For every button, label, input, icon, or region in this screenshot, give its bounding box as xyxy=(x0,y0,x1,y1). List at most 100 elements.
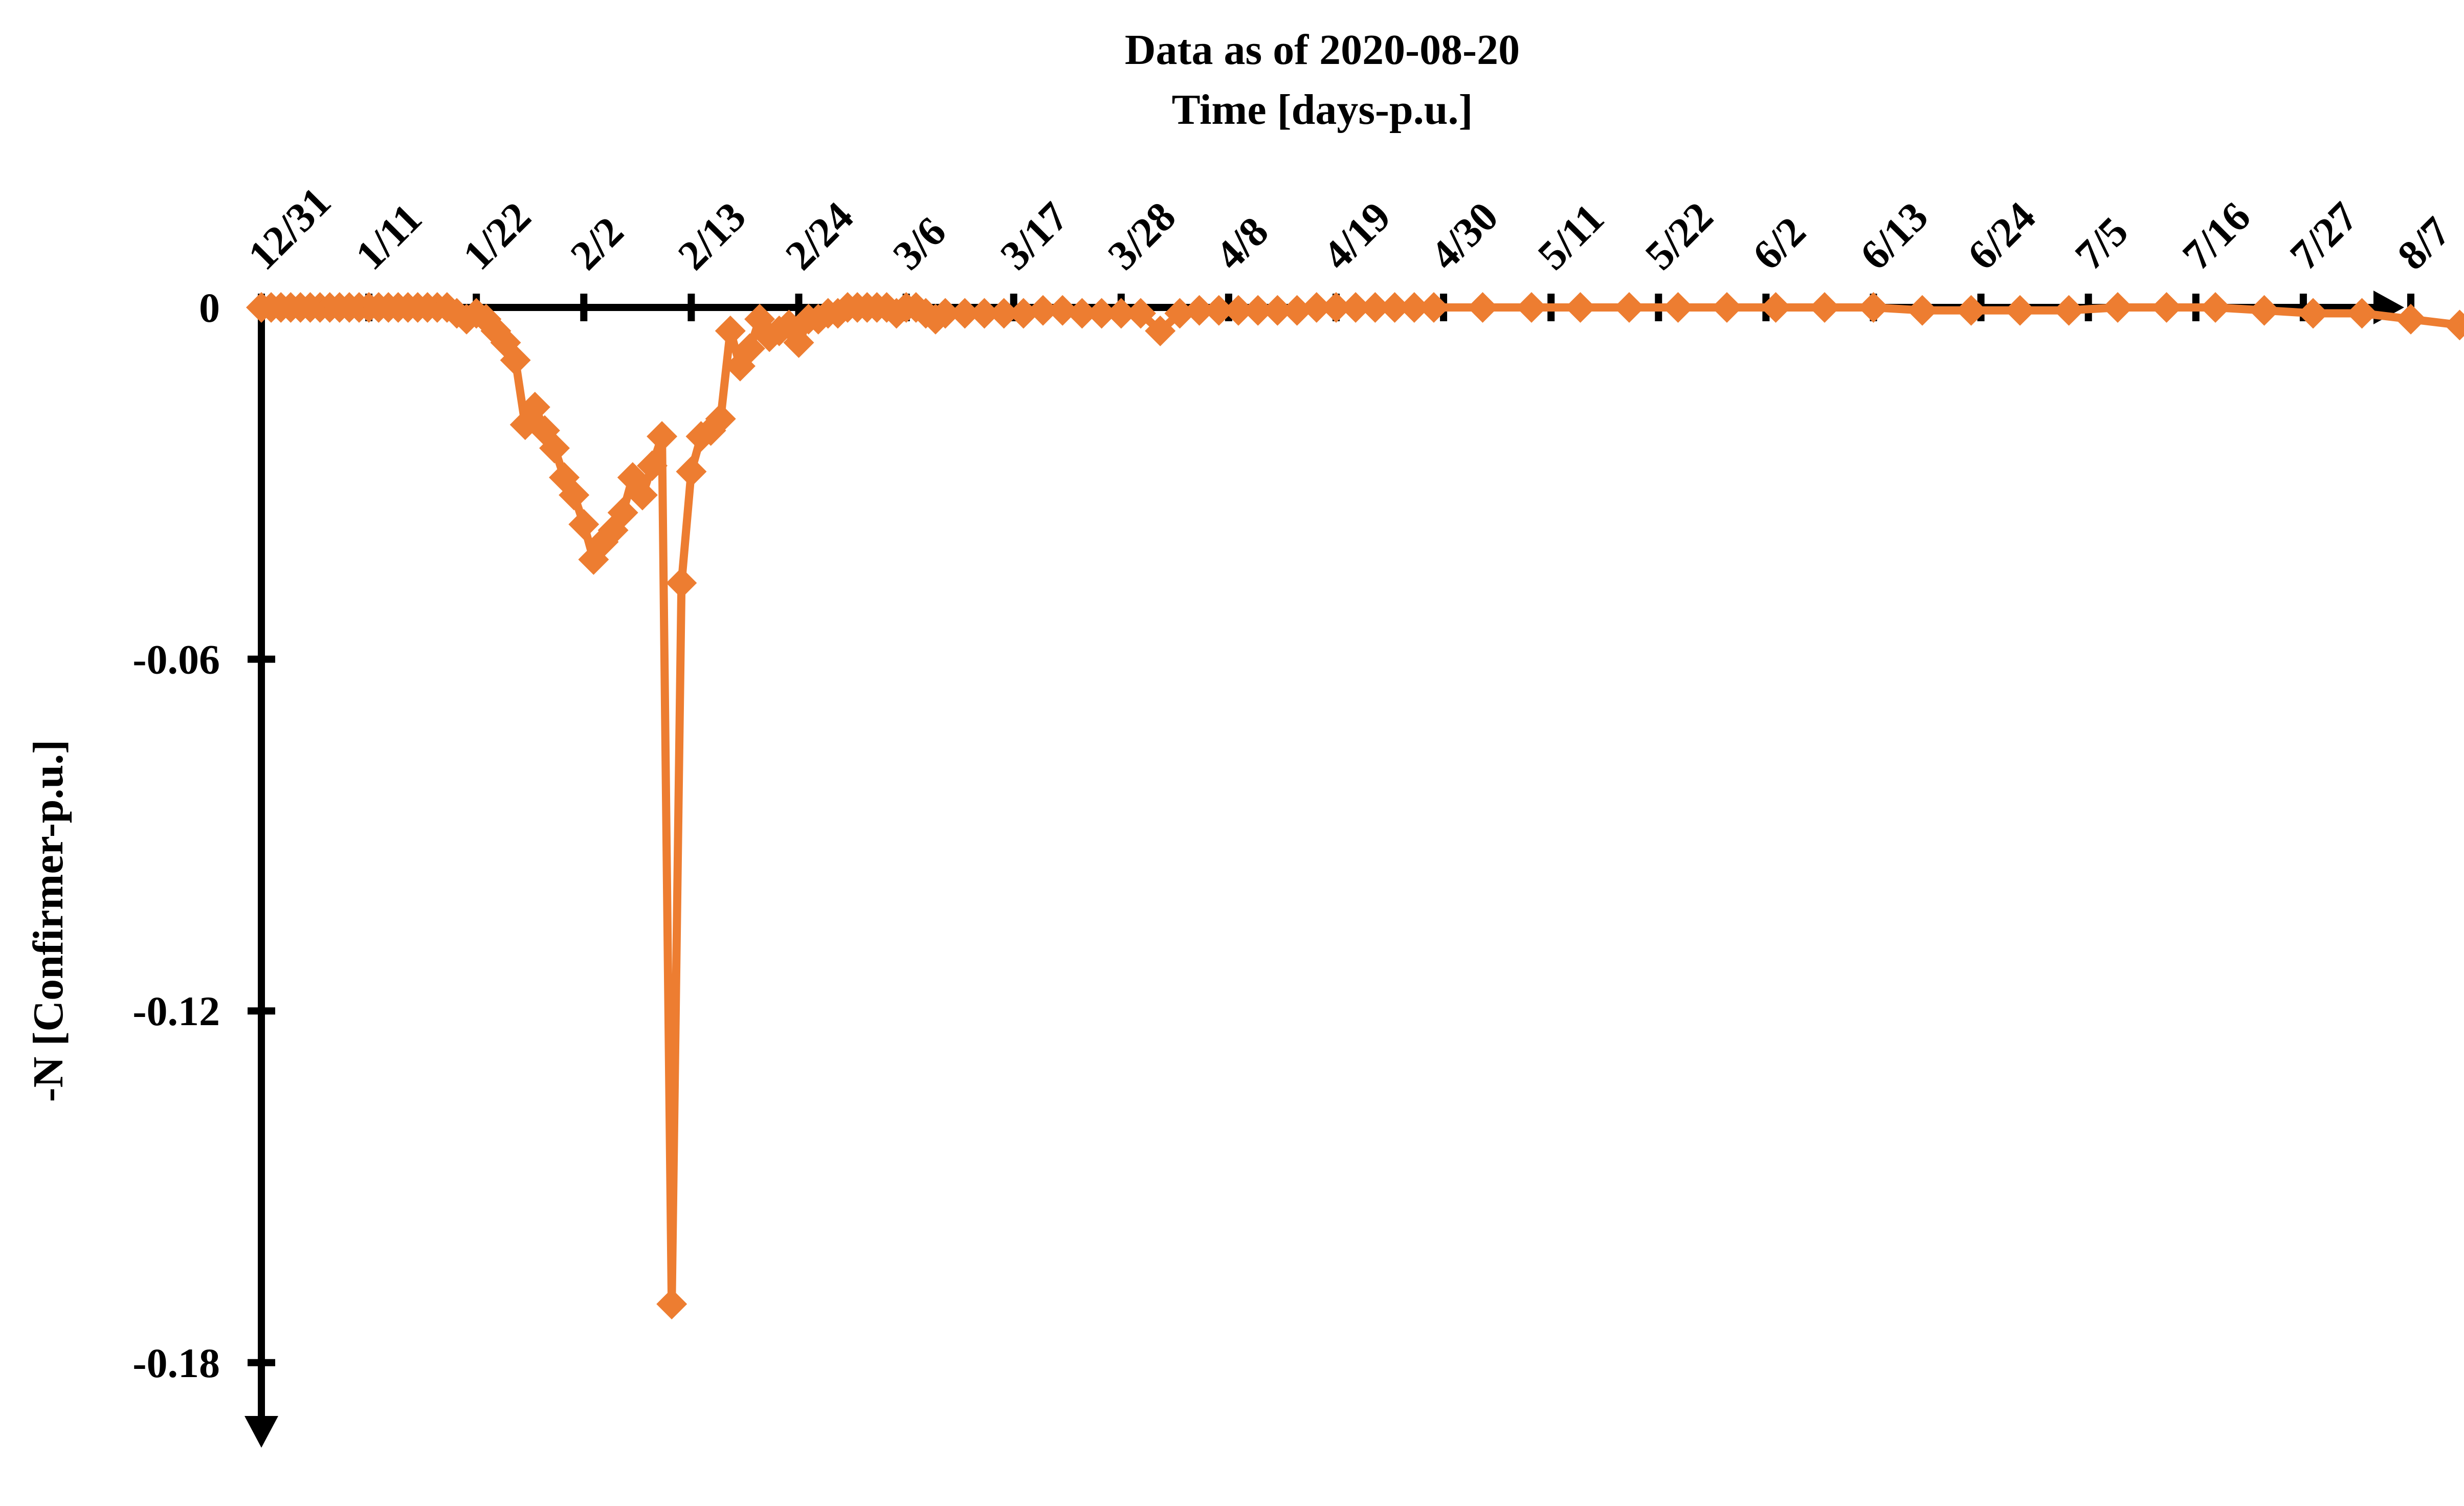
axes xyxy=(245,291,2404,1448)
data-point xyxy=(500,345,531,376)
x-tick-label: 6/2 xyxy=(1744,208,1814,278)
data-point xyxy=(1125,298,1156,329)
data-point xyxy=(1321,292,1351,323)
data-point xyxy=(1907,295,1938,326)
x-tick-label: 3/6 xyxy=(884,208,954,278)
data-point xyxy=(1047,295,1078,326)
data-point xyxy=(1184,295,1215,326)
x-tick-label: 1/11 xyxy=(346,194,430,278)
data-point xyxy=(715,315,746,346)
x-tick-label: 4/19 xyxy=(1314,193,1399,278)
data-point xyxy=(1301,292,1332,323)
data-point xyxy=(949,298,981,329)
x-tick-label: 5/22 xyxy=(1636,193,1722,278)
data-point xyxy=(1164,298,1195,329)
y-ticks xyxy=(248,655,275,1366)
x-tick-label: 3/17 xyxy=(991,193,1077,278)
y-axis-arrow xyxy=(245,1416,278,1448)
data-point xyxy=(1281,295,1313,326)
data-point xyxy=(1662,292,1694,323)
data-point xyxy=(607,497,638,528)
x-tick-label: 3/28 xyxy=(1099,193,1184,278)
data-point xyxy=(1105,298,1137,329)
data-point xyxy=(1399,292,1430,323)
x-tick-label: 6/24 xyxy=(1959,193,2044,278)
series-layer xyxy=(246,292,2464,1320)
data-point xyxy=(1467,292,1498,323)
x-tick-label: 6/13 xyxy=(1851,193,1937,278)
data-point xyxy=(656,1289,687,1320)
data-point xyxy=(559,479,590,511)
x-tick-label: 7/5 xyxy=(2066,208,2137,278)
data-point xyxy=(1418,292,1449,323)
y-tick-label: -0.12 xyxy=(132,988,220,1034)
x-tick-label: 2/24 xyxy=(776,193,862,278)
data-point xyxy=(1614,292,1645,323)
data-point xyxy=(1516,292,1547,323)
data-point xyxy=(1067,298,1098,329)
data-point xyxy=(2200,292,2231,323)
data-point xyxy=(1203,295,1234,326)
data-point xyxy=(1086,298,1117,329)
data-point xyxy=(2346,298,2378,329)
series-line xyxy=(261,303,2464,1309)
data-point xyxy=(1340,292,1371,323)
x-tick-label: 7/27 xyxy=(2281,193,2366,278)
data-point xyxy=(1145,315,1176,346)
y-tick-label: -0.06 xyxy=(132,636,220,683)
x-tick-labels: 12/31 1/11 1/22 2/2 2/13 2/24 3/6 3/17 3/28 4/8 4/… xyxy=(239,178,2459,278)
data-point xyxy=(539,433,570,464)
data-point xyxy=(519,391,550,423)
data-point xyxy=(783,327,814,358)
data-point xyxy=(647,421,678,452)
data-point xyxy=(705,403,736,434)
data-point xyxy=(969,298,1000,329)
x-tick-label: 8/7 xyxy=(2388,208,2459,278)
data-point xyxy=(2249,295,2280,326)
data-point xyxy=(676,456,707,487)
x-tick-label: 4/8 xyxy=(1206,208,1277,278)
data-point xyxy=(1956,295,1987,326)
data-point xyxy=(1712,292,1742,323)
data-point xyxy=(930,298,961,329)
data-point xyxy=(2005,295,2035,326)
y-axis-label: -N [Confirmer-p.u.] xyxy=(25,740,72,1102)
data-point xyxy=(627,479,658,511)
chart-title: Data as of 2020-08-20 xyxy=(1125,26,1520,74)
x-tick-label: 5/11 xyxy=(1529,194,1613,278)
data-point xyxy=(2053,295,2084,326)
data-point xyxy=(568,509,600,540)
data-point xyxy=(1223,295,1254,326)
data-point xyxy=(1379,292,1410,323)
data-point xyxy=(2395,303,2426,335)
data-point xyxy=(2151,292,2182,323)
data-point xyxy=(666,567,697,599)
data-point xyxy=(735,333,765,364)
data-point xyxy=(1360,292,1391,323)
x-tick-label: 2/2 xyxy=(562,208,632,278)
data-point xyxy=(2298,298,2328,329)
x-tick-label: 2/13 xyxy=(669,193,754,278)
y-tick-label: 0 xyxy=(199,284,220,331)
x-tick-label: 12/31 xyxy=(239,178,339,278)
data-point xyxy=(1565,292,1596,323)
data-point xyxy=(1809,292,1840,323)
x-tick-label: 4/30 xyxy=(1421,193,1506,278)
data-point xyxy=(2444,309,2464,341)
data-point xyxy=(1028,295,1058,326)
data-point xyxy=(988,298,1019,329)
x-axis-label: Time [days-p.u.] xyxy=(1172,86,1473,134)
data-point xyxy=(1008,298,1039,329)
data-point xyxy=(1242,295,1274,326)
x-tick-label: 7/16 xyxy=(2173,193,2259,278)
y-tick-label: -0.18 xyxy=(132,1340,220,1386)
y-tick-labels: 0 -0.06 -0.12 -0.18 xyxy=(132,284,220,1386)
data-point xyxy=(2102,292,2133,323)
x-tick-label: 1/22 xyxy=(454,193,540,278)
data-point xyxy=(637,450,668,481)
data-point xyxy=(1760,292,1791,323)
data-point xyxy=(1858,292,1889,323)
data-point xyxy=(1262,295,1293,326)
